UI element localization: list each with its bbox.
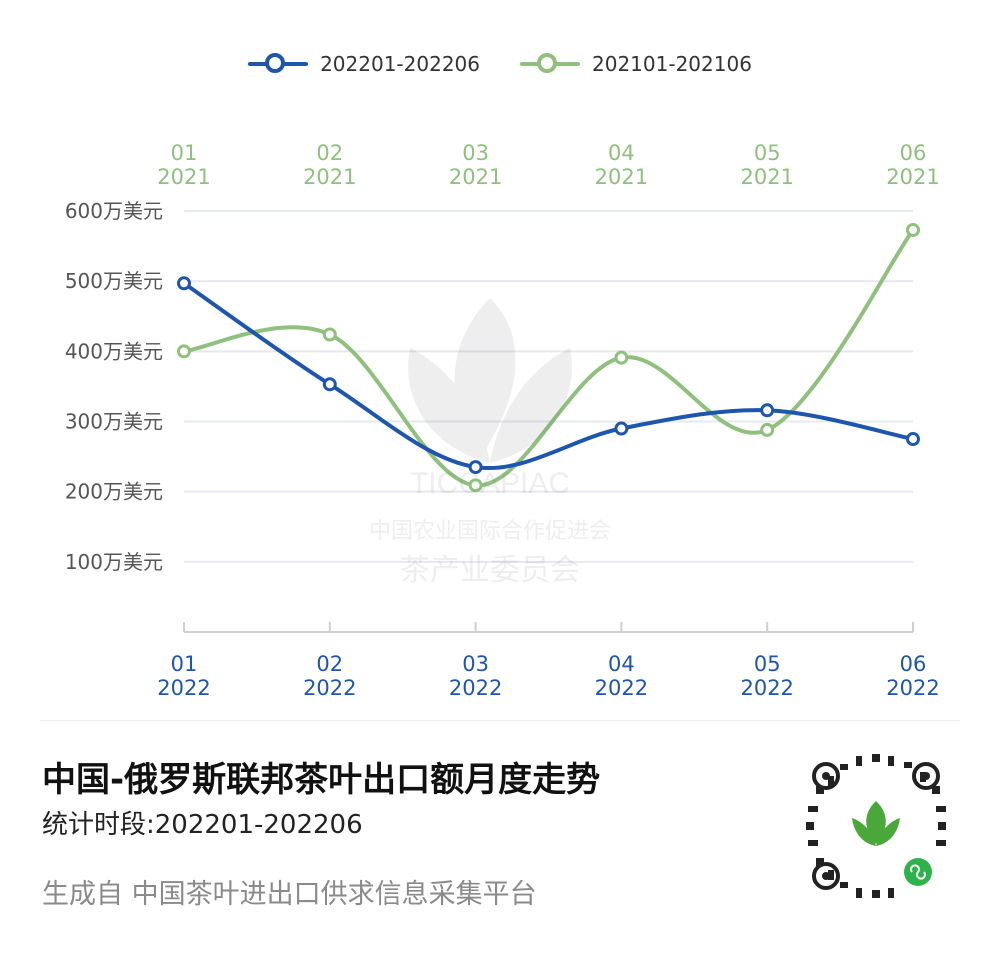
x-bottom-year-label: 2022 [740, 676, 793, 700]
x-top-month-label: 05 [754, 141, 781, 165]
data-point [760, 422, 775, 437]
x-bottom-month-label: 06 [900, 652, 927, 676]
x-bottom-year-label: 2022 [449, 676, 502, 700]
legend-item-2021[interactable]: 202101-202106 [520, 52, 752, 76]
data-point [468, 478, 483, 493]
tea-leaf-logo-icon: TICCAPIAC 中国农业国际合作促进会 茶产业委员会 [369, 298, 611, 588]
watermark-line1: 中国农业国际合作促进会 [369, 519, 611, 544]
y-tick-label: 100万美元 [65, 550, 163, 574]
data-point [177, 344, 191, 359]
x-top-year-label: 2021 [449, 165, 502, 189]
y-tick-label: 500万美元 [65, 269, 163, 293]
x-bottom-month-label: 04 [608, 652, 635, 676]
data-point [468, 460, 483, 475]
legend-swatch-2022 [248, 52, 309, 76]
watermark-line2: 茶产业委员会 [400, 553, 580, 588]
x-top-year-label: 2021 [595, 165, 648, 189]
data-point [322, 327, 337, 342]
chart-area: 600万美元500万美元400万美元300万美元200万美元100万美元0120… [65, 141, 940, 700]
x-top-year-label: 2021 [303, 165, 356, 189]
chart-subtitle: 统计时段:202201-202206 [42, 810, 363, 840]
x-bottom-year-label: 2022 [303, 676, 356, 700]
x-top-month-label: 01 [171, 141, 198, 165]
x-top-month-label: 04 [608, 141, 635, 165]
x-top-year-label: 2021 [886, 165, 939, 189]
x-top-year-label: 2021 [157, 165, 210, 189]
series-line-202201-202206 [182, 281, 915, 471]
chart-title: 中国-俄罗斯联邦茶叶出口额月度走势 [42, 760, 601, 800]
legend-label-2022: 202201-202206 [320, 52, 480, 76]
y-tick-label: 200万美元 [65, 480, 163, 504]
data-point [906, 222, 920, 237]
x-bottom-year-label: 2022 [157, 676, 210, 700]
mini-program-qr-icon[interactable] [796, 746, 956, 906]
legend-item-2022[interactable]: 202201-202206 [248, 52, 480, 76]
watermark: TICCAPIAC 中国农业国际合作促进会 茶产业委员会 [330, 258, 650, 598]
x-bottom-month-label: 02 [316, 652, 343, 676]
legend-label-2021: 202101-202106 [592, 52, 752, 76]
data-point [322, 377, 337, 392]
legend: 202201-202206 202101-202106 [0, 52, 1000, 76]
x-top-month-label: 02 [316, 141, 343, 165]
divider [40, 720, 960, 721]
x-bottom-month-label: 05 [754, 652, 781, 676]
legend-swatch-2021 [520, 52, 580, 76]
x-bottom-month-label: 01 [171, 652, 198, 676]
x-bottom-year-label: 2022 [595, 676, 648, 700]
source-note: 生成自 中国茶叶进出口供求信息采集平台 [42, 879, 537, 910]
data-point [906, 432, 920, 447]
y-tick-label: 400万美元 [65, 339, 163, 363]
x-top-year-label: 2021 [740, 165, 793, 189]
x-bottom-year-label: 2022 [886, 676, 939, 700]
data-point [614, 350, 629, 365]
data-point [177, 276, 191, 291]
y-tick-label: 300万美元 [65, 410, 163, 434]
watermark-abbr: TICCAPIAC [410, 467, 570, 500]
y-tick-label: 600万美元 [65, 199, 163, 223]
x-bottom-month-label: 03 [462, 652, 489, 676]
data-point [614, 421, 629, 436]
x-top-month-label: 03 [462, 141, 489, 165]
data-point [760, 403, 775, 418]
x-top-month-label: 06 [900, 141, 927, 165]
